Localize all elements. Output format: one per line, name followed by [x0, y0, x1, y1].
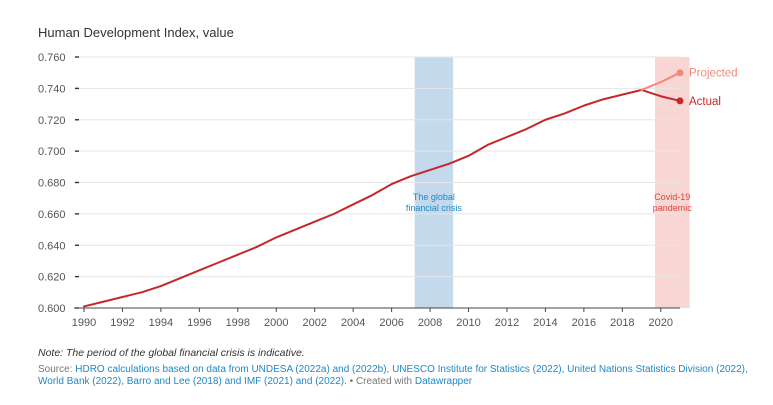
source-link[interactable]: HDRO calculations based on data from UND… [38, 364, 748, 387]
series-label-projected: Projected [689, 68, 738, 80]
x-tick-label: 2018 [610, 317, 634, 329]
y-tick-label: 0.620 [38, 272, 66, 284]
y-tick-label: 0.700 [38, 146, 66, 158]
x-tick-label: 1996 [187, 317, 211, 329]
x-tick-label: 2006 [379, 317, 403, 329]
band-label-0-0: The global [413, 192, 455, 202]
y-tick-label: 0.640 [38, 240, 66, 252]
x-tick-label: 2008 [418, 317, 442, 329]
y-tick-label: 0.680 [38, 178, 66, 190]
series-lines [83, 69, 684, 308]
series-line-actual [83, 88, 681, 308]
x-tick-label: 2020 [649, 317, 673, 329]
chart-source: Source: HDRO calculations based on data … [38, 364, 768, 388]
created-with-text: • Created with [346, 376, 415, 387]
source-prefix: Source: [38, 364, 76, 375]
axes: 0.760 0.740 0.720 0.700 0.680 0.660 0.640 0.620… [38, 52, 680, 329]
x-tick-label: 2010 [456, 317, 480, 329]
x-tick-label: 2016 [572, 317, 596, 329]
y-tick-label: 0.600 [38, 303, 66, 315]
x-tick-label: 1992 [110, 317, 134, 329]
x-tick-label: 1994 [149, 317, 173, 329]
series-endpoint-actual [676, 97, 684, 105]
datawrapper-link[interactable]: Datawrapper [414, 376, 473, 387]
x-tick-label: 1990 [72, 317, 96, 329]
y-tick-label: 0.660 [38, 209, 66, 221]
y-tick-label: 0.760 [38, 52, 66, 64]
y-tick-label: 0.720 [38, 115, 66, 127]
y-axis-title: Human Development Index, value [38, 25, 234, 40]
series-line-projected [640, 71, 681, 91]
band-label-1-0: Covid-19 [654, 192, 690, 202]
band-label-0-1: financial crisis [406, 203, 463, 213]
gridlines [74, 56, 680, 278]
x-tick-label: 1998 [226, 317, 250, 329]
hdi-line-chart: Human Development Index, value 0.760 0.74… [38, 25, 738, 329]
chart-note: Note: The period of the global financial… [38, 347, 305, 359]
band-label-1-1: pandemic [653, 203, 693, 213]
x-tick-label: 2002 [302, 317, 326, 329]
x-tick-label: 2012 [495, 317, 519, 329]
series-label-actual: Actual [689, 96, 721, 108]
x-tick-label: 2004 [341, 317, 365, 329]
series-endpoint-projected [676, 69, 684, 77]
y-tick-label: 0.740 [38, 83, 66, 95]
x-tick-label: 2014 [533, 317, 557, 329]
x-tick-label: 2000 [264, 317, 288, 329]
